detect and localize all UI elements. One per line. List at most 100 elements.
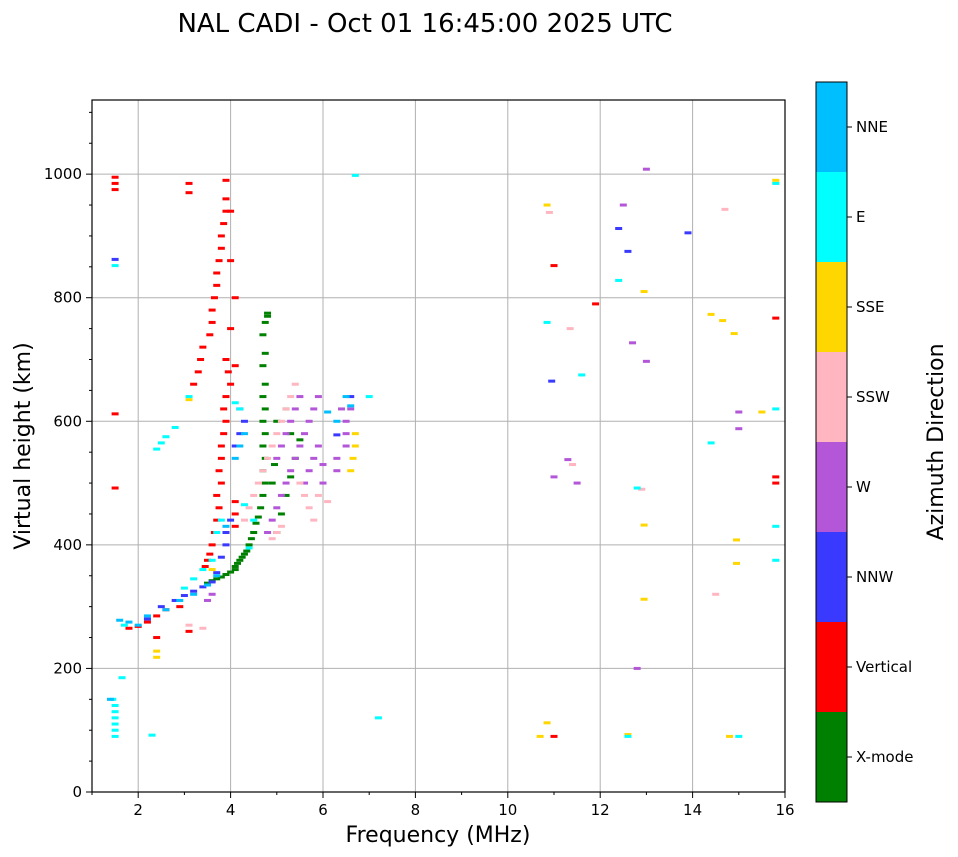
data-point bbox=[247, 537, 255, 541]
data-point bbox=[310, 456, 318, 460]
data-point bbox=[772, 524, 780, 528]
data-point bbox=[190, 592, 198, 596]
data-point bbox=[712, 592, 720, 596]
data-point bbox=[243, 549, 251, 553]
data-point bbox=[213, 283, 221, 287]
data-point bbox=[213, 574, 221, 578]
data-point bbox=[543, 203, 551, 207]
data-point bbox=[319, 463, 327, 467]
data-point bbox=[208, 580, 216, 584]
colorbar-swatch bbox=[816, 442, 847, 532]
data-point bbox=[240, 518, 248, 522]
data-point bbox=[633, 666, 641, 670]
data-point bbox=[220, 222, 228, 226]
data-point bbox=[231, 500, 239, 504]
data-point bbox=[273, 456, 281, 460]
data-point bbox=[217, 246, 225, 250]
data-point bbox=[732, 538, 740, 542]
data-point bbox=[199, 345, 207, 349]
data-point bbox=[197, 358, 205, 361]
y-tick-label: 200 bbox=[53, 659, 82, 677]
y-tick-label: 1000 bbox=[44, 165, 82, 183]
data-point bbox=[772, 558, 780, 562]
data-point bbox=[111, 264, 119, 268]
data-point bbox=[180, 594, 188, 598]
data-points bbox=[106, 167, 780, 738]
data-point bbox=[238, 555, 246, 559]
data-point bbox=[732, 561, 740, 565]
x-tick-label: 8 bbox=[411, 801, 421, 819]
data-point bbox=[333, 469, 341, 473]
data-point bbox=[273, 419, 281, 423]
data-point bbox=[185, 398, 193, 402]
data-point bbox=[227, 209, 235, 213]
data-point bbox=[206, 552, 214, 556]
data-point bbox=[347, 407, 355, 411]
y-tick-label: 0 bbox=[72, 783, 82, 801]
data-point bbox=[758, 410, 766, 414]
data-point bbox=[250, 531, 258, 534]
data-point bbox=[735, 427, 743, 431]
data-point bbox=[261, 407, 269, 411]
data-point bbox=[707, 441, 715, 445]
data-point bbox=[171, 425, 179, 429]
data-point bbox=[208, 592, 216, 596]
data-point bbox=[236, 432, 244, 436]
data-point bbox=[640, 290, 648, 294]
data-point bbox=[550, 734, 558, 738]
data-point bbox=[257, 506, 265, 510]
data-point bbox=[220, 432, 228, 436]
data-point bbox=[111, 257, 119, 261]
data-point bbox=[772, 475, 780, 479]
data-point bbox=[342, 419, 350, 423]
data-point bbox=[642, 167, 650, 171]
x-tick-label: 12 bbox=[591, 801, 610, 819]
data-point bbox=[287, 469, 295, 473]
data-point bbox=[615, 227, 623, 231]
data-point bbox=[277, 444, 285, 448]
data-point bbox=[259, 444, 267, 448]
data-point bbox=[270, 463, 278, 467]
data-point bbox=[624, 249, 632, 253]
data-point bbox=[118, 676, 126, 680]
data-point bbox=[333, 433, 341, 437]
data-point bbox=[213, 271, 221, 275]
data-point bbox=[111, 175, 119, 179]
data-point bbox=[199, 585, 207, 589]
data-point bbox=[215, 469, 223, 473]
series-nne bbox=[106, 395, 355, 701]
data-point bbox=[240, 432, 248, 436]
data-point bbox=[231, 564, 239, 568]
data-point bbox=[287, 395, 295, 399]
data-point bbox=[227, 382, 235, 386]
data-point bbox=[374, 716, 382, 720]
data-point bbox=[287, 432, 295, 436]
data-point bbox=[213, 571, 221, 575]
data-point bbox=[222, 419, 230, 423]
data-point bbox=[342, 432, 350, 436]
data-point bbox=[204, 598, 211, 602]
data-point bbox=[111, 188, 119, 192]
data-point bbox=[319, 481, 327, 485]
data-point bbox=[199, 626, 207, 630]
data-point bbox=[578, 373, 586, 377]
data-point bbox=[545, 210, 553, 214]
data-point bbox=[231, 568, 239, 572]
data-point bbox=[296, 438, 304, 442]
series-sse bbox=[153, 178, 780, 738]
colorbar-swatch bbox=[816, 622, 847, 712]
data-point bbox=[143, 614, 151, 618]
data-point bbox=[264, 314, 272, 318]
data-point bbox=[227, 570, 235, 574]
data-point bbox=[347, 469, 355, 473]
data-point bbox=[116, 618, 124, 622]
data-point bbox=[222, 358, 230, 361]
data-point bbox=[220, 407, 228, 411]
data-point bbox=[730, 332, 738, 336]
data-point bbox=[204, 581, 211, 585]
data-point bbox=[259, 493, 267, 497]
data-point bbox=[231, 444, 239, 448]
data-point bbox=[282, 407, 290, 411]
data-point bbox=[772, 481, 780, 485]
data-point bbox=[291, 456, 299, 460]
